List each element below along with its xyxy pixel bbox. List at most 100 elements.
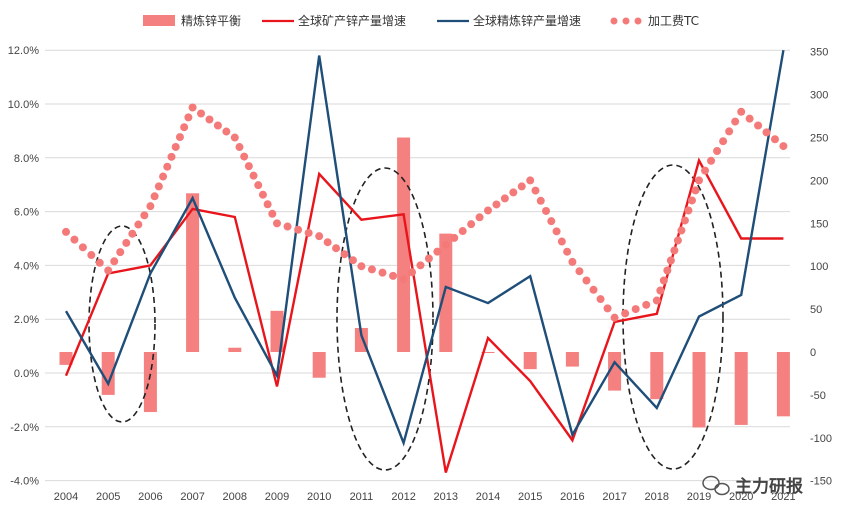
legend-label-tc: 加工费TC [648, 14, 699, 28]
tc-dot [87, 251, 96, 260]
tc-dot [656, 286, 665, 295]
tc-dot [424, 254, 433, 263]
tc-dot [184, 113, 193, 122]
tc-dot [603, 304, 612, 313]
tc-dot [542, 206, 551, 215]
x-tick-label: 2010 [307, 491, 331, 503]
tc-dot [78, 243, 87, 252]
right-tick-label: 150 [810, 218, 828, 230]
left-tick-label: 10.0% [8, 99, 39, 111]
tc-dot [670, 246, 679, 255]
tc-dot [95, 258, 104, 267]
right-tick-label: 200 [810, 175, 828, 187]
highlight-ellipse-2005 [88, 225, 156, 423]
right-tick-label: 250 [810, 133, 828, 145]
tc-dot [687, 196, 696, 205]
line-series [64, 49, 785, 473]
left-tick-label: 0.0% [14, 368, 39, 380]
tc-point [273, 219, 281, 228]
x-tick-label: 2011 [350, 491, 374, 503]
tc-dot [340, 250, 349, 259]
tc-dot [205, 115, 214, 124]
tc-dot [677, 226, 686, 235]
balance-bar [143, 352, 157, 413]
tc-point [779, 142, 788, 151]
tc-point [652, 296, 661, 305]
tc-dot [332, 244, 341, 253]
balance-bars [59, 137, 790, 428]
tc-point [188, 103, 197, 112]
watermark: 主力研报 [702, 475, 803, 497]
tc-dot [557, 237, 566, 246]
tc-dot [163, 162, 172, 171]
tc-dot [659, 276, 668, 285]
tc-dot [582, 276, 591, 285]
right-tick-label: 0 [810, 347, 816, 359]
left-tick-label: 6.0% [14, 207, 39, 219]
tc-dot [263, 200, 272, 209]
legend-label-refined: 全球精炼锌产量增速 [473, 13, 581, 28]
right-tick-label: 100 [810, 261, 828, 273]
tc-dot [680, 216, 689, 225]
x-tick-label: 2018 [645, 491, 669, 503]
balance-bar [397, 137, 411, 352]
tc-dot [249, 171, 258, 180]
tc-dot [304, 228, 313, 237]
tc-dot [110, 257, 119, 266]
tc-dot [509, 188, 518, 197]
right-tick-label: 350 [810, 47, 828, 59]
left-tick-label: 8.0% [14, 153, 39, 165]
x-tick-label: 2014 [476, 491, 500, 503]
tc-dot [701, 166, 710, 175]
tc-dot [140, 211, 149, 220]
legend: 精炼锌平衡 全球矿产锌产量增速 全球精炼锌产量增速 加工费TC [143, 13, 699, 28]
tc-dot [552, 227, 561, 236]
tc-dot [348, 256, 357, 265]
tc-dot [268, 209, 277, 218]
x-axis-ticks: 2004 2005 2006 2007 2008 2009 2010 2011 2012 2013… [54, 491, 796, 503]
x-tick-label: 2019 [687, 491, 711, 503]
right-tick-label: 50 [810, 304, 822, 316]
tc-dot [159, 172, 168, 181]
tc-dot [691, 186, 700, 195]
balance-bar [734, 352, 748, 425]
legend-swatch-balance [143, 15, 175, 26]
tc-dot [213, 121, 222, 130]
balance-bar [439, 233, 453, 352]
tc-dot [197, 109, 206, 118]
tc-point [610, 313, 619, 322]
tc-dot [244, 162, 253, 171]
tc-dot [621, 309, 630, 318]
tc-dot [180, 123, 189, 132]
left-tick-label: 12.0% [8, 45, 39, 57]
tc-dot [467, 220, 476, 229]
tc-dot [713, 147, 722, 156]
tc-dot [475, 213, 484, 222]
tc-dot [222, 127, 231, 136]
tc-point [357, 262, 366, 271]
tc-dot [589, 285, 598, 294]
tc-dot [642, 300, 651, 309]
legend-label-mine: 全球矿产锌产量增速 [298, 13, 406, 28]
tc-dot [175, 133, 184, 142]
tc-dot [450, 233, 459, 242]
tc-point [737, 107, 746, 116]
tc-dot [631, 305, 640, 314]
balance-bar [692, 352, 706, 428]
tc-dot [378, 268, 387, 277]
tc-dot [150, 192, 159, 201]
left-axis-ticks: -4.0% -2.0% 0.0% 2.0% 4.0% 6.0% 8.0% 10.0% 12.0% [8, 45, 39, 487]
tc-dot [745, 114, 754, 123]
tc-dot [433, 247, 442, 256]
x-tick-label: 2020 [729, 491, 753, 503]
tc-point [526, 176, 535, 185]
tc-dot [134, 220, 143, 229]
balance-bar [312, 352, 326, 378]
tc-point [695, 176, 703, 185]
mine-growth-line [64, 157, 784, 473]
tc-dot [596, 295, 605, 304]
tc-point [568, 257, 577, 266]
x-tick-label: 2013 [434, 491, 458, 503]
tc-dot [128, 229, 137, 238]
